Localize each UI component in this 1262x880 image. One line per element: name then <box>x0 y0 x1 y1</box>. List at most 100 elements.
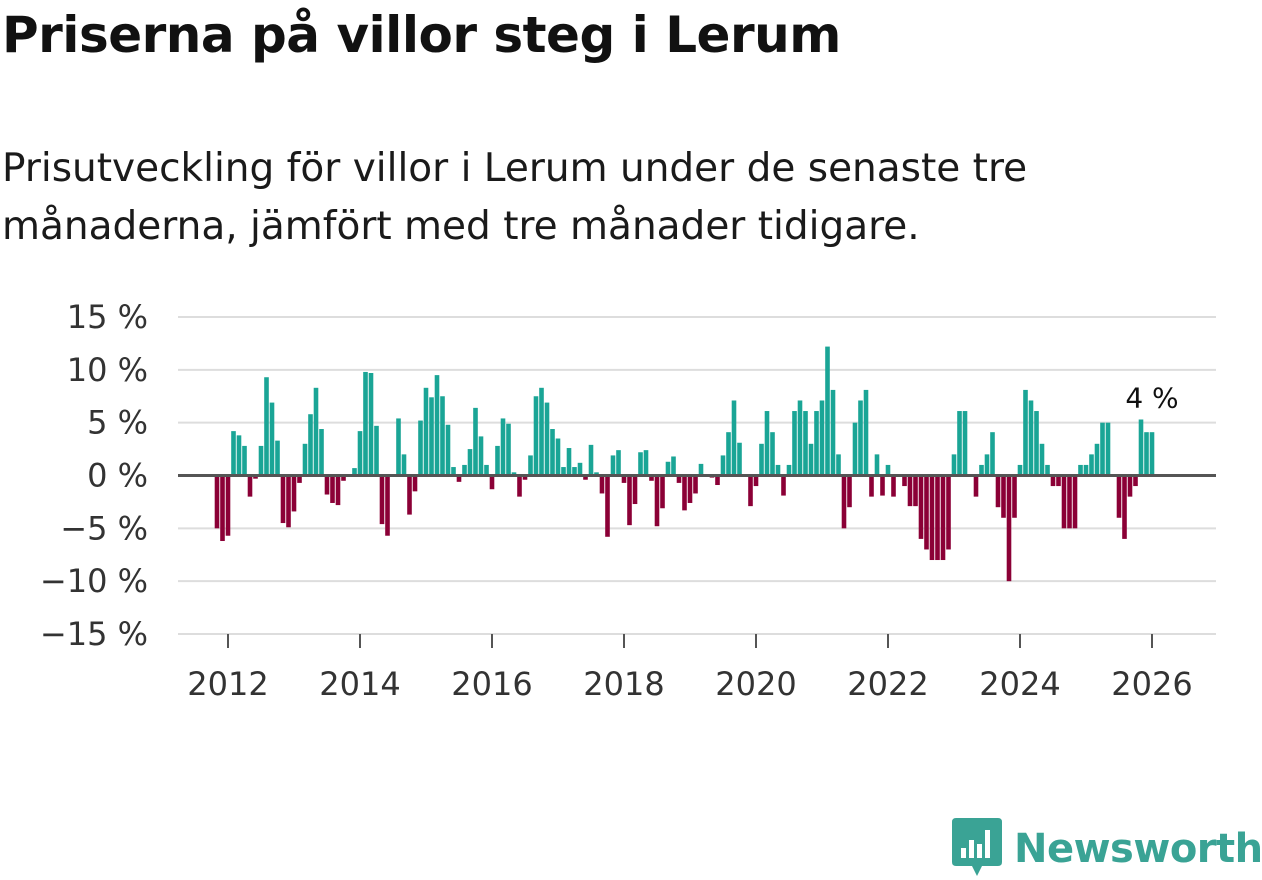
x-tick-label: 2014 <box>319 665 400 703</box>
bar <box>1012 475 1017 518</box>
bar <box>308 414 313 476</box>
bar <box>951 454 957 476</box>
bar <box>572 467 577 476</box>
bar <box>1017 464 1023 476</box>
chart-title: Priserna på villor steg i Lerum <box>2 6 841 64</box>
bar <box>489 475 495 490</box>
bar <box>880 475 885 496</box>
bar <box>1067 475 1072 529</box>
chart-subtitle: Prisutveckling för villor i Lerum under … <box>2 146 1028 249</box>
bar <box>539 387 544 476</box>
bar <box>995 475 1001 508</box>
bar <box>1078 464 1083 476</box>
bar <box>528 455 533 476</box>
x-tick-label: 2016 <box>451 665 532 703</box>
bar <box>858 400 863 476</box>
y-tick-label: 15 % <box>67 298 148 336</box>
bar <box>396 418 401 476</box>
bar <box>929 475 935 561</box>
bar <box>819 400 825 476</box>
bar <box>836 454 841 476</box>
bar <box>484 464 489 476</box>
bar <box>594 472 599 476</box>
bar <box>275 440 280 476</box>
bar <box>566 448 572 476</box>
bar <box>473 407 478 476</box>
bar <box>1045 464 1050 476</box>
y-tick-label: 0 % <box>87 457 148 495</box>
y-axis-labels: 15 % 10 % 5 % 0 % −5 % −10 % −15 % <box>40 298 148 653</box>
x-tick-label: 2020 <box>715 665 796 703</box>
bar <box>588 444 594 476</box>
bar <box>242 445 247 476</box>
bar <box>577 462 583 476</box>
bar <box>555 438 561 476</box>
bar <box>462 464 467 476</box>
bar <box>1056 475 1061 487</box>
bar <box>550 429 555 476</box>
bar <box>297 475 302 483</box>
bar <box>852 422 858 476</box>
bar <box>621 475 627 483</box>
bar <box>379 475 385 525</box>
bar <box>638 452 643 476</box>
bar <box>225 475 231 536</box>
bar <box>253 475 258 479</box>
bar <box>319 429 324 476</box>
bar <box>313 387 319 476</box>
bar <box>924 475 929 550</box>
bar <box>643 450 649 476</box>
bar <box>522 475 528 480</box>
bar <box>973 475 979 497</box>
bar <box>374 425 379 476</box>
bar <box>990 432 995 476</box>
x-tick-label: 2018 <box>583 665 664 703</box>
bar <box>902 475 907 487</box>
bar <box>940 475 946 561</box>
bars <box>214 346 1155 582</box>
bar <box>357 431 363 476</box>
bar <box>775 464 781 476</box>
bar <box>610 455 616 476</box>
bar <box>335 475 341 506</box>
bar <box>654 475 660 527</box>
bar <box>808 443 814 476</box>
newsworthy-logo: Newsworthy <box>952 818 1262 880</box>
bar <box>913 475 918 507</box>
bar <box>720 455 726 476</box>
bar <box>324 475 330 495</box>
bar <box>401 454 407 476</box>
bar <box>1083 464 1089 476</box>
bar-chart-badge-icon <box>952 818 1002 876</box>
bar <box>863 389 869 476</box>
bar <box>214 475 220 529</box>
y-tick-label: −15 % <box>40 615 148 653</box>
bar <box>429 397 434 476</box>
bar <box>352 468 357 476</box>
bar <box>1001 475 1006 518</box>
bar <box>423 387 429 476</box>
bar <box>220 475 225 542</box>
bar <box>687 475 693 503</box>
bar <box>434 375 440 476</box>
bar <box>363 371 368 476</box>
bar <box>506 423 511 476</box>
bar <box>1039 443 1045 476</box>
y-tick-label: −5 % <box>60 509 148 547</box>
y-tick-label: 10 % <box>67 351 148 389</box>
bar <box>236 435 242 476</box>
bar <box>847 475 852 508</box>
last-value-annotation: 4 % <box>1125 381 1178 414</box>
x-tick-label: 2024 <box>979 665 1060 703</box>
bar <box>984 454 990 476</box>
bar <box>753 475 759 487</box>
bar-chart: 15 %10 %5 %0 %−5 %−10 %−15 % 2012 2014 201… <box>40 298 1216 703</box>
bar <box>368 373 374 476</box>
bar <box>500 418 506 476</box>
bar <box>830 389 836 476</box>
bar <box>264 377 269 476</box>
bar <box>1144 432 1149 476</box>
bar <box>891 475 896 497</box>
bar <box>258 445 264 476</box>
bar <box>561 467 566 476</box>
